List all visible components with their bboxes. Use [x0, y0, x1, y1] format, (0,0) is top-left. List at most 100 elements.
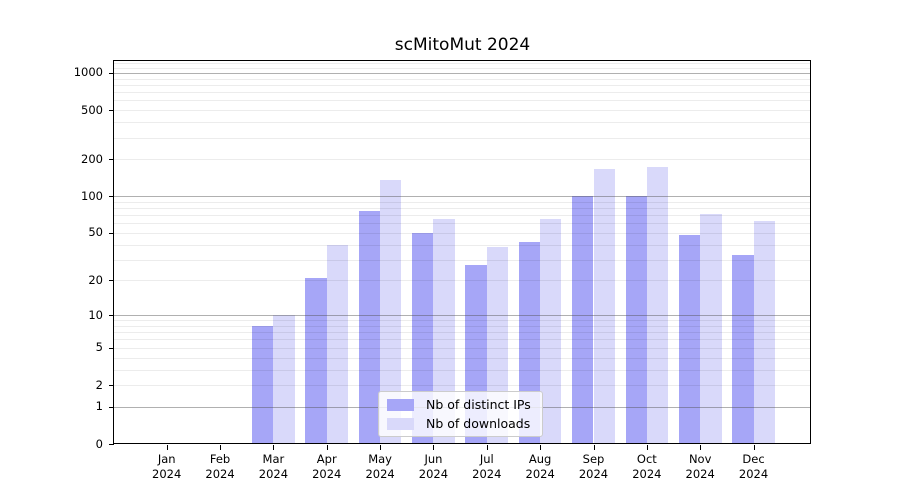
x-tick-year: 2024: [365, 466, 395, 481]
gridline-minor: [114, 369, 811, 371]
gridline-minor: [114, 159, 811, 161]
y-tick-label-2: 2: [95, 377, 103, 392]
x-tick-month: Apr: [316, 452, 337, 466]
x-tick-month: Jun: [424, 452, 443, 466]
y-tick-mark-20: [109, 280, 114, 281]
gridline-minor: [114, 385, 811, 386]
y-tick-label-100: 100: [81, 188, 103, 203]
bar-nb-of-downloads-may: [380, 180, 402, 444]
x-tick-mark-aug: [540, 445, 541, 450]
x-tick-month: Sep: [582, 452, 605, 466]
legend-label-nb-of-distinct-ips: Nb of distinct IPs: [426, 397, 531, 412]
x-tick-mark-mar: [273, 445, 274, 450]
x-tick-mark-jun: [433, 445, 434, 450]
gridline-minor: [114, 339, 811, 341]
x-tick-month: Aug: [528, 452, 552, 466]
bar-nb-of-distinct-ips-apr: [305, 277, 327, 444]
gridline-minor: [114, 201, 811, 203]
chart-title: scMitoMut 2024: [394, 35, 531, 55]
y-tick-label-200: 200: [81, 151, 103, 166]
x-tick-mark-may: [380, 445, 381, 450]
y-tick-label-1: 1: [95, 399, 103, 414]
legend-row-nb-of-distinct-ips: Nb of distinct IPs: [387, 397, 534, 412]
x-tick-month: Nov: [688, 452, 712, 466]
y-tick-mark-50: [109, 233, 114, 234]
y-tick-label-10: 10: [88, 307, 103, 322]
x-tick-year: 2024: [205, 466, 235, 481]
x-tick-label-oct: Oct 2024: [632, 452, 661, 481]
bar-nb-of-distinct-ips-may: [358, 211, 381, 444]
y-tick-label-50: 50: [88, 225, 103, 240]
legend-swatch-nb-of-downloads: [387, 417, 414, 430]
x-tick-label-jul: Jul 2024: [472, 452, 501, 481]
y-tick-mark-100: [109, 196, 114, 197]
gridline-major: [114, 72, 811, 74]
x-tick-year: 2024: [258, 466, 289, 481]
x-tick-label-sep: Sep 2024: [579, 452, 608, 481]
x-tick-month: Mar: [262, 452, 285, 466]
x-tick-month: Feb: [209, 452, 231, 466]
gridline-minor: [114, 100, 811, 102]
x-tick-month: Oct: [636, 452, 657, 466]
x-tick-month: Dec: [742, 452, 765, 466]
bar-nb-of-downloads-dec: [753, 220, 775, 444]
y-tick-mark-2: [109, 385, 114, 386]
x-tick-month: Jul: [479, 452, 494, 466]
gridline-minor: [114, 137, 811, 139]
gridline-minor: [114, 332, 811, 334]
x-tick-label-jan: Jan 2024: [152, 452, 181, 481]
x-tick-label-nov: Nov 2024: [686, 452, 715, 481]
x-tick-mark-nov: [700, 445, 701, 450]
x-tick-year: 2024: [578, 466, 609, 481]
x-tick-label-jun: Jun 2024: [419, 452, 448, 481]
x-tick-year: 2024: [418, 466, 449, 481]
gridline-minor: [114, 244, 811, 246]
y-tick-mark-5: [109, 348, 114, 349]
gridline-minor: [114, 215, 811, 217]
x-tick-label-may: May 2024: [365, 452, 394, 481]
gridline-major: [114, 196, 811, 198]
x-tick-mark-feb: [220, 445, 221, 450]
y-tick-mark-1: [109, 407, 114, 408]
x-tick-label-apr: Apr 2024: [312, 452, 341, 481]
y-tick-label-20: 20: [88, 272, 103, 287]
gridline-minor: [114, 78, 811, 80]
gridline-minor: [114, 92, 811, 94]
bar-nb-of-downloads-oct: [646, 167, 669, 444]
x-tick-mark-oct: [647, 445, 648, 450]
x-tick-label-feb: Feb 2024: [205, 452, 234, 481]
bar-nb-of-distinct-ips-nov: [678, 234, 701, 444]
legend: Nb of distinct IPs Nb of downloads: [378, 391, 543, 437]
bar-nb-of-downloads-sep: [593, 169, 615, 444]
x-tick-month: Jan: [157, 452, 176, 466]
legend-swatch-nb-of-distinct-ips: [387, 398, 414, 411]
y-tick-mark-1000: [109, 73, 114, 74]
gridline-minor: [114, 208, 811, 209]
x-tick-year: 2024: [632, 466, 662, 481]
gridline-minor: [114, 326, 811, 327]
gridline-minor: [114, 122, 811, 124]
gridline-minor: [114, 110, 811, 112]
gridline-minor: [114, 84, 811, 86]
x-tick-year: 2024: [472, 466, 502, 481]
x-tick-label-dec: Dec 2024: [739, 452, 768, 481]
gridline-minor: [114, 347, 811, 349]
y-tick-label-5: 5: [95, 340, 103, 355]
y-tick-label-500: 500: [81, 102, 103, 117]
bar-nb-of-distinct-ips-oct: [625, 195, 647, 444]
x-tick-mark-dec: [754, 445, 755, 450]
x-tick-year: 2024: [685, 466, 715, 481]
bar-nb-of-distinct-ips-sep: [572, 196, 594, 444]
y-tick-mark-10: [109, 315, 114, 316]
bar-nb-of-downloads-apr: [326, 244, 349, 444]
x-tick-year: 2024: [525, 466, 555, 481]
y-tick-label-0: 0: [95, 436, 103, 451]
x-tick-year: 2024: [312, 466, 342, 481]
y-tick-label-1000: 1000: [73, 65, 103, 80]
y-tick-mark-200: [109, 159, 114, 160]
x-tick-year: 2024: [738, 466, 769, 481]
gridline-minor: [114, 259, 811, 261]
gridline-minor: [114, 280, 811, 282]
x-tick-month: May: [368, 452, 392, 466]
